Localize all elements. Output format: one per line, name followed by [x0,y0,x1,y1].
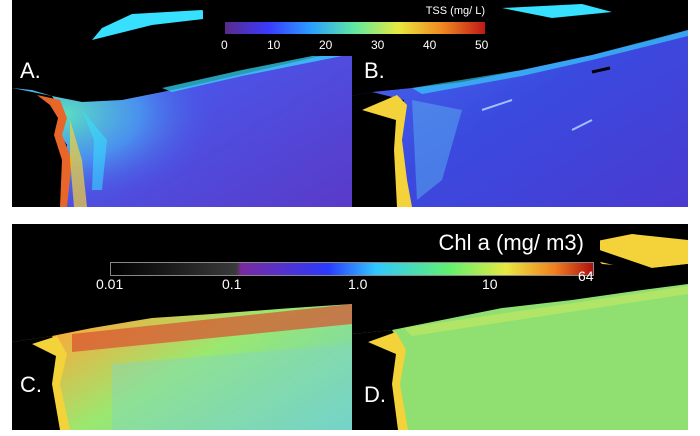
chla-tick: 0.1 [222,276,242,292]
tss-tick: 30 [371,38,385,52]
panel-b-label: B. [364,58,385,83]
tss-colorbar-gradient [225,22,485,34]
tss-tick: 0 [221,38,228,52]
chla-tick: 64 [578,268,594,284]
chla-colorbar-gradient [110,262,594,276]
panel-d-label: D. [364,382,386,407]
chla-colorbar-title: Chl a (mg/ m3) [438,230,584,255]
panel-a-label: A. [20,58,41,83]
tss-tick: 50 [475,38,489,52]
tss-colorbar-title: TSS (mg/ L) [425,5,485,17]
chla-colorbar-panel: Chl a (mg/ m3) 0.01 0.1 1.0 10 64 [80,228,600,296]
tss-colorbar-panel: TSS (mg/ L) 0 10 20 30 40 50 [203,4,499,56]
tss-tick: 40 [423,38,437,52]
tss-tick: 20 [319,38,333,52]
chla-tick: 10 [482,276,498,292]
panel-c-label: C. [20,372,42,397]
tss-tick: 10 [267,38,281,52]
chla-tick: 1.0 [348,276,368,292]
chla-tick: 0.01 [96,276,124,292]
